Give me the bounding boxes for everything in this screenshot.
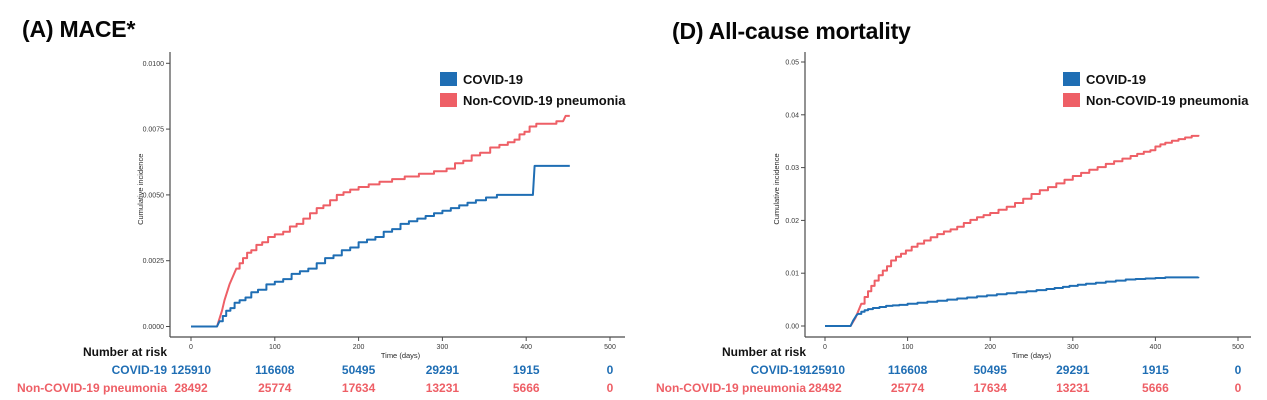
risk-value: 17634	[342, 381, 376, 395]
legend-swatch-pneumonia-icon	[440, 93, 457, 107]
risk-table-title: Number at risk	[83, 345, 167, 359]
risk-value: 125910	[805, 363, 845, 377]
risk-value: 1915	[513, 363, 540, 377]
legend-swatch-covid-icon	[440, 72, 457, 86]
x-tick-label: 200	[984, 344, 996, 351]
legend-label: COVID-19	[463, 72, 523, 87]
x-tick-label: 500	[1232, 344, 1244, 351]
curve-non-covid-19-pneumonia	[191, 114, 570, 328]
x-tick-label: 200	[353, 344, 365, 351]
legend: COVID-19 Non-COVID-19 pneumonia	[440, 72, 626, 108]
panel-d-title: (D) All-cause mortality	[672, 18, 911, 44]
x-tick-label: 300	[1067, 344, 1079, 351]
risk-value: 29291	[1056, 363, 1090, 377]
y-tick-label: 0.03	[785, 165, 799, 172]
x-tick-label: 100	[269, 344, 281, 351]
risk-value: 28492	[174, 381, 208, 395]
risk-value: 25774	[258, 381, 292, 395]
risk-value: 5666	[513, 381, 540, 395]
risk-value: 28492	[808, 381, 842, 395]
risk-value: 0	[1235, 363, 1242, 377]
curve-non-covid-19-pneumonia	[825, 134, 1200, 327]
panel-a-title: (A) MACE*	[22, 16, 136, 42]
risk-value: 1915	[1142, 363, 1169, 377]
risk-value: 17634	[974, 381, 1008, 395]
risk-value: 0	[1235, 381, 1242, 395]
legend-label: Non-COVID-19 pneumonia	[1086, 93, 1249, 108]
x-tick-label: 0	[189, 344, 193, 351]
risk-value: 125910	[171, 363, 211, 377]
risk-value: 50495	[342, 363, 376, 377]
legend-label: COVID-19	[1086, 72, 1146, 87]
y-tick-label: 0.01	[785, 271, 799, 278]
panel-a: 0.0000 0.0025 0.0050 0.0075 0.0100 0 100 200 300…	[17, 52, 626, 395]
x-tick-label: 0	[823, 344, 827, 351]
y-tick-label: 0.00	[785, 324, 799, 331]
risk-row-label: Non-COVID-19 pneumonia	[17, 381, 167, 395]
x-tick-label: 400	[1150, 344, 1162, 351]
x-tick-label: 300	[437, 344, 449, 351]
risk-row-label: Non-COVID-19 pneumonia	[656, 381, 806, 395]
risk-value: 116608	[255, 363, 295, 377]
y-axis-label: Cumulative incidence	[136, 154, 145, 225]
risk-value: 0	[607, 363, 614, 377]
x-axis-label: Time (days)	[1012, 351, 1052, 360]
y-tick-label: 0.0050	[143, 192, 165, 199]
risk-value: 50495	[974, 363, 1008, 377]
legend-swatch-pneumonia-icon	[1063, 93, 1080, 107]
risk-table-title: Number at risk	[722, 345, 806, 359]
y-tick-label: 0.05	[785, 60, 799, 67]
risk-value: 0	[607, 381, 614, 395]
curve-covid-19	[191, 164, 570, 328]
y-tick-label: 0.04	[785, 112, 799, 119]
y-tick-label: 0.0100	[143, 61, 165, 68]
risk-row-label: COVID-19	[112, 363, 168, 377]
y-tick-label: 0.0075	[143, 127, 165, 134]
panel-d: 0.00 0.01 0.02 0.03 0.04 0.05 0 100 200 300 400 500…	[656, 52, 1251, 395]
x-axis-label: Time (days)	[381, 351, 421, 360]
risk-value: 116608	[888, 363, 928, 377]
x-tick-label: 400	[520, 344, 532, 351]
y-tick-label: 0.02	[785, 218, 799, 225]
legend: COVID-19 Non-COVID-19 pneumonia	[1063, 72, 1249, 108]
y-tick-label: 0.0000	[143, 324, 165, 331]
risk-value: 13231	[1056, 381, 1090, 395]
legend-label: Non-COVID-19 pneumonia	[463, 93, 626, 108]
risk-row-label: COVID-19	[751, 363, 807, 377]
risk-value: 29291	[426, 363, 460, 377]
x-tick-label: 100	[902, 344, 914, 351]
risk-value: 5666	[1142, 381, 1169, 395]
legend-swatch-covid-icon	[1063, 72, 1080, 86]
curve-covid-19	[825, 276, 1200, 327]
x-tick-label: 500	[604, 344, 616, 351]
risk-value: 13231	[426, 381, 460, 395]
y-tick-label: 0.0025	[143, 258, 165, 265]
risk-value: 25774	[891, 381, 925, 395]
y-axis-label: Cumulative incidence	[772, 153, 781, 224]
